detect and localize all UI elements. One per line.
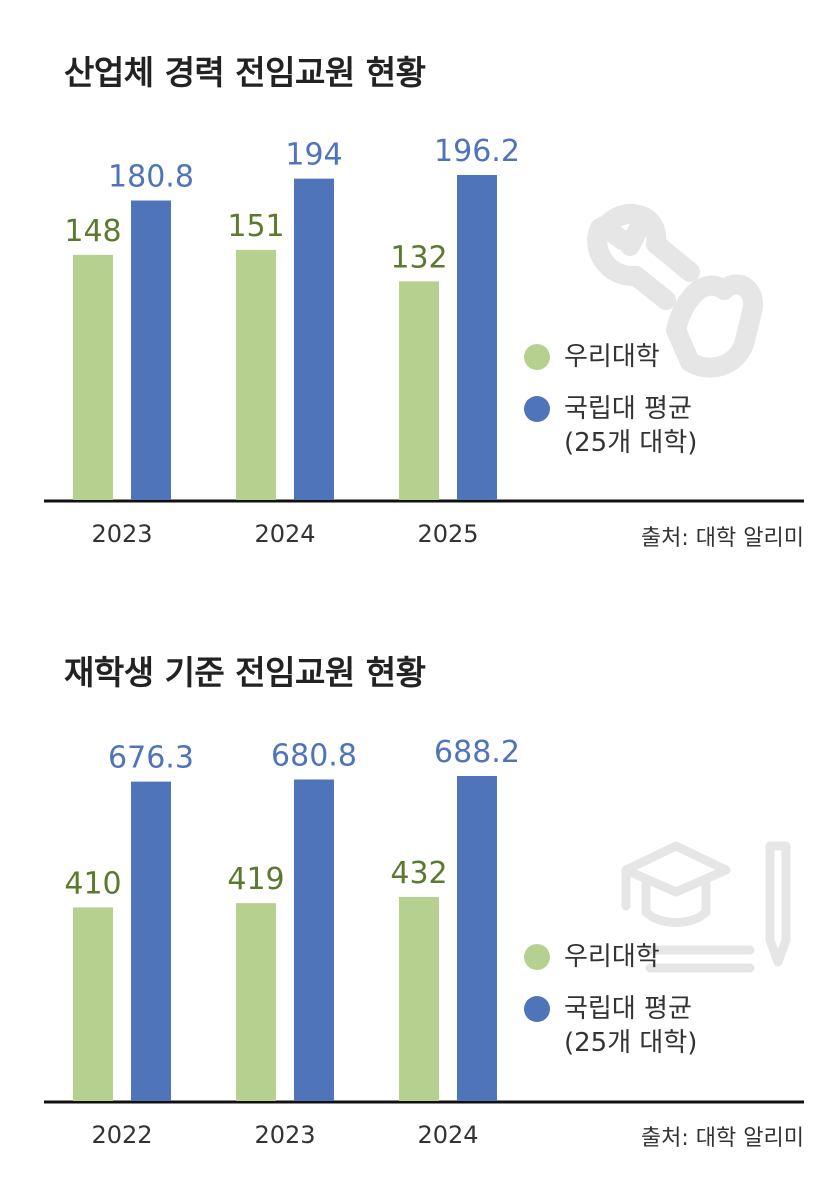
bar-national-2023 xyxy=(131,200,171,500)
legend-swatch-ours xyxy=(524,344,550,370)
legend-swatch-ours xyxy=(524,944,550,970)
chart-2-svg: 410 676.3 419 680.8 432 688.2 2022 2023 2024 xyxy=(44,735,804,1149)
bar-ours-2024 xyxy=(236,249,276,500)
data-label-national-2023: 180.8 xyxy=(108,160,194,195)
legend-label-national-sub: (25개 대학) xyxy=(564,1028,698,1058)
graduation-cap-pencil-icon xyxy=(621,841,791,973)
wrench-hand-icon xyxy=(587,204,764,378)
source-note: 출처: 대학 알리미 xyxy=(640,526,804,551)
x-tick-label-2024: 2024 xyxy=(254,520,315,548)
legend-label-national-sub: (25개 대학) xyxy=(564,428,698,458)
data-label-national-2023: 680.8 xyxy=(271,738,357,773)
data-label-national-2024: 194 xyxy=(285,138,342,173)
bar-national-2023 xyxy=(294,779,334,1101)
legend: 우리대학 국립대 평균 (25개 대학) xyxy=(524,340,697,478)
data-label-ours-2024: 432 xyxy=(390,856,447,891)
data-label-national-2024: 688.2 xyxy=(434,735,520,770)
chart-1-svg: 148 180.8 151 194 132 196.2 2023 2024 2025 xyxy=(44,134,804,548)
chart-title: 재학생 기준 전임교원 현황 xyxy=(64,653,426,692)
x-tick-label-2023: 2023 xyxy=(91,520,152,548)
legend-label-ours: 우리대학 xyxy=(564,942,660,972)
bar-national-2022 xyxy=(131,781,171,1101)
bar-ours-2023 xyxy=(236,903,276,1101)
legend-swatch-national xyxy=(524,396,550,422)
source-note: 출처: 대학 알리미 xyxy=(640,1126,804,1151)
data-label-national-2022: 676.3 xyxy=(108,741,194,776)
data-label-ours-2024: 151 xyxy=(227,209,284,244)
legend-label-national: 국립대 평균 xyxy=(564,994,692,1024)
bar-national-2025 xyxy=(457,175,497,500)
data-label-national-2025: 196.2 xyxy=(434,134,520,169)
legend-item-ours: 우리대학 xyxy=(524,940,697,974)
bar-ours-2025 xyxy=(399,281,439,500)
legend-label-ours: 우리대학 xyxy=(564,342,660,372)
chart-panel-2: 410 676.3 419 680.8 432 688.2 2022 2023 2024 재학… xyxy=(0,600,840,1160)
data-label-ours-2023: 148 xyxy=(64,214,121,249)
x-tick-label-2022: 2022 xyxy=(91,1121,152,1149)
data-label-ours-2025: 132 xyxy=(390,240,447,275)
data-label-ours-2022: 410 xyxy=(64,866,121,901)
chart-title: 산업체 경력 전임교원 현황 xyxy=(64,53,426,92)
bar-national-2024 xyxy=(457,776,497,1101)
legend-item-ours: 우리대학 xyxy=(524,340,697,374)
legend-item-national: 국립대 평균 (25개 대학) xyxy=(524,992,697,1060)
chart-panel-1: 148 180.8 151 194 132 196.2 2023 2024 2025 산업체 … xyxy=(0,0,840,560)
legend: 우리대학 국립대 평균 (25개 대학) xyxy=(524,940,697,1078)
legend-label-national: 국립대 평균 xyxy=(564,394,692,424)
x-tick-label-2025: 2025 xyxy=(417,520,478,548)
data-label-ours-2023: 419 xyxy=(227,862,284,897)
bar-ours-2024 xyxy=(399,896,439,1101)
bar-ours-2023 xyxy=(73,254,113,500)
bar-ours-2022 xyxy=(73,907,113,1101)
x-tick-label-2023: 2023 xyxy=(254,1121,315,1149)
bar-national-2024 xyxy=(294,178,334,501)
legend-swatch-national xyxy=(524,996,550,1022)
x-tick-label-2024: 2024 xyxy=(417,1121,478,1149)
legend-item-national: 국립대 평균 (25개 대학) xyxy=(524,392,697,460)
